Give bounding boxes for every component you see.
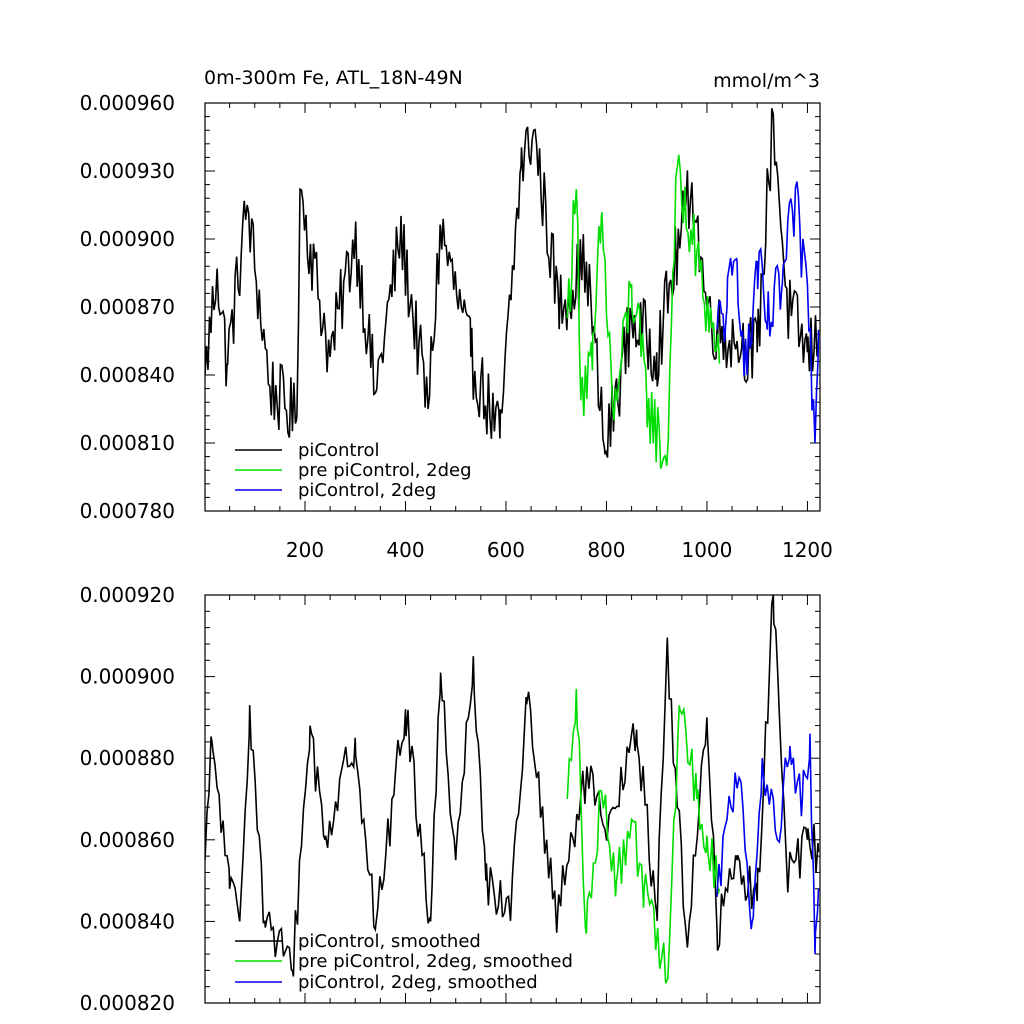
chart-units: mmol/m^3 — [713, 70, 820, 92]
y-tick-label: 0.000820 — [80, 991, 175, 1015]
series-line — [716, 733, 820, 955]
legend-label: piControl — [298, 440, 380, 461]
y-tick-label: 0.000900 — [80, 227, 175, 251]
y-tick-label: 0.000930 — [80, 159, 175, 183]
x-tick-label: 1000 — [681, 538, 732, 562]
y-tick-label: 0.000840 — [80, 909, 175, 933]
legend-label: pre piControl, 2deg — [298, 460, 472, 481]
x-tick-label: 200 — [286, 538, 324, 562]
y-tick-label: 0.000860 — [80, 828, 175, 852]
series-line — [566, 154, 721, 469]
x-tick-label: 400 — [386, 538, 424, 562]
y-tick-label: 0.000880 — [80, 746, 175, 770]
y-tick-label: 0.000780 — [80, 499, 175, 523]
x-tick-label: 600 — [487, 538, 525, 562]
plot-frame — [204, 594, 821, 1004]
series-line — [716, 181, 820, 444]
top-panel: 0.000780 0.000810 0.000840 0.000870 0.000900… — [80, 67, 833, 562]
series-line — [205, 595, 820, 977]
y-tick-label: 0.000870 — [80, 295, 175, 319]
bottom-panel: 0.000820 0.000840 0.000860 0.000880 0.000900… — [80, 583, 821, 1015]
legend-label: pre piControl, 2deg, smoothed — [298, 951, 573, 972]
x-tick-label: 1200 — [782, 538, 833, 562]
y-tick-label: 0.000960 — [80, 91, 175, 115]
y-tick-label: 0.000920 — [80, 583, 175, 607]
y-tick-label: 0.000840 — [80, 363, 175, 387]
legend-label: piControl, 2deg, smoothed — [298, 972, 538, 993]
y-tick-label: 0.000810 — [80, 431, 175, 455]
series-line — [205, 108, 820, 458]
x-tick-label: 800 — [587, 538, 625, 562]
series-line — [566, 688, 721, 984]
y-tick-label: 0.000900 — [80, 665, 175, 689]
legend-label: piControl, smoothed — [298, 931, 481, 952]
chart-title: 0m-300m Fe, ATL_18N-49N — [204, 67, 463, 89]
legend-label: piControl, 2deg — [298, 480, 436, 501]
